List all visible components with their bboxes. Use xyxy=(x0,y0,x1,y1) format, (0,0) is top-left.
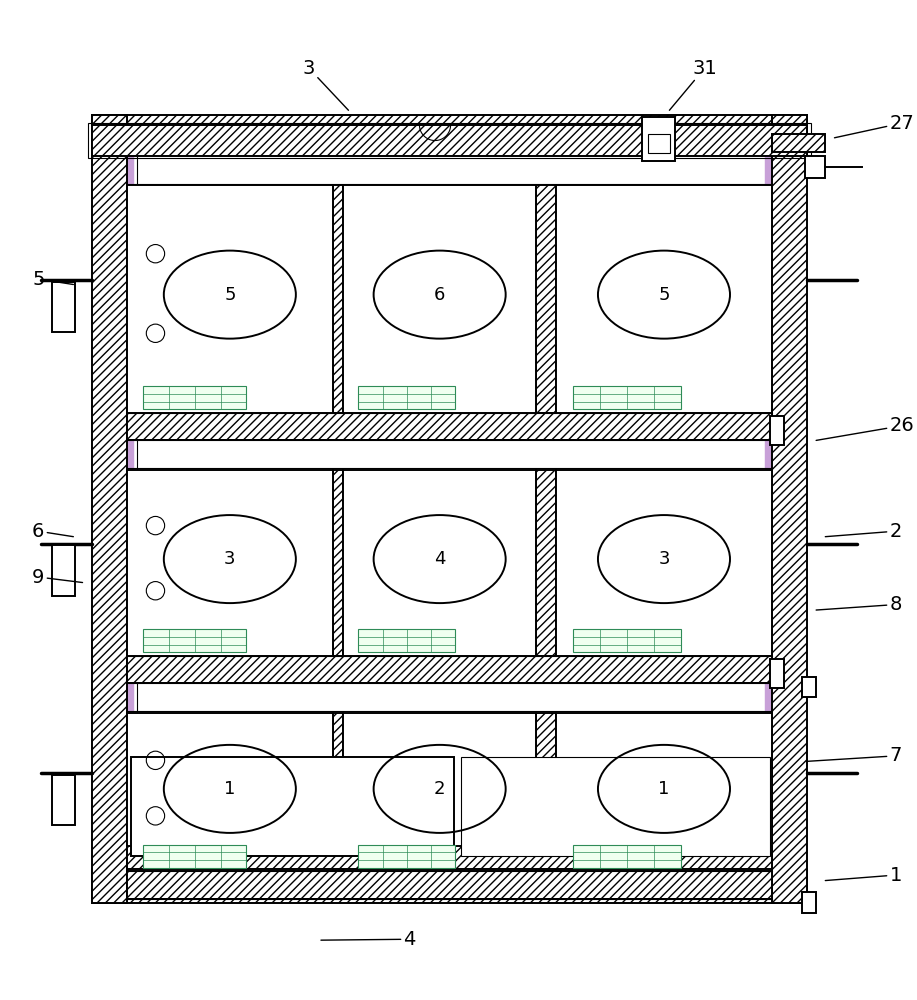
Bar xyxy=(343,470,536,656)
Text: 2: 2 xyxy=(825,522,901,541)
Bar xyxy=(772,115,807,903)
Bar xyxy=(92,125,807,156)
Bar xyxy=(127,413,772,440)
Bar xyxy=(127,185,333,413)
Bar xyxy=(770,659,784,688)
Bar xyxy=(772,134,825,152)
Bar xyxy=(648,134,670,153)
Text: 4: 4 xyxy=(434,550,446,568)
Text: 6: 6 xyxy=(32,522,73,541)
Bar xyxy=(127,713,333,871)
Bar xyxy=(52,775,75,825)
Bar xyxy=(643,117,676,161)
Text: 2: 2 xyxy=(434,780,446,798)
Bar xyxy=(765,150,772,869)
Text: 3: 3 xyxy=(303,59,348,110)
Text: 5: 5 xyxy=(224,286,236,304)
Text: 27: 27 xyxy=(834,114,914,138)
Text: 7: 7 xyxy=(807,746,901,765)
Bar xyxy=(805,156,825,178)
Bar xyxy=(359,386,455,409)
Bar xyxy=(343,185,536,413)
Bar xyxy=(333,713,343,871)
Text: 6: 6 xyxy=(434,286,446,304)
Text: 3: 3 xyxy=(658,550,669,568)
Text: 3: 3 xyxy=(224,550,236,568)
Bar xyxy=(461,757,770,856)
Bar xyxy=(536,713,556,871)
Bar xyxy=(333,470,343,656)
Bar xyxy=(92,869,807,903)
Text: 4: 4 xyxy=(321,930,415,949)
Bar xyxy=(573,845,681,868)
Bar xyxy=(556,185,772,413)
Bar xyxy=(536,185,556,413)
Text: 5: 5 xyxy=(658,286,669,304)
Text: 1: 1 xyxy=(825,866,901,885)
Bar xyxy=(127,150,134,869)
Text: 1: 1 xyxy=(224,780,236,798)
Bar xyxy=(131,757,454,856)
Bar xyxy=(333,185,343,413)
Bar xyxy=(802,677,816,697)
Bar xyxy=(127,656,772,683)
Bar xyxy=(143,845,247,868)
Text: 31: 31 xyxy=(669,59,717,110)
Text: 1: 1 xyxy=(658,780,669,798)
Bar xyxy=(556,713,772,871)
Bar xyxy=(573,629,681,652)
Bar xyxy=(52,282,75,332)
Bar xyxy=(556,470,772,656)
Bar xyxy=(127,846,772,869)
Bar xyxy=(143,629,247,652)
Bar xyxy=(127,470,333,656)
Text: 26: 26 xyxy=(816,416,914,440)
Bar xyxy=(536,470,556,656)
Bar xyxy=(802,892,816,913)
Text: 9: 9 xyxy=(32,568,83,587)
Bar xyxy=(770,416,784,445)
Bar xyxy=(359,845,455,868)
Bar xyxy=(573,386,681,409)
Text: 5: 5 xyxy=(32,270,73,289)
Bar xyxy=(52,545,75,596)
Bar xyxy=(88,123,811,158)
Bar xyxy=(127,871,772,899)
Bar xyxy=(343,713,536,871)
Bar xyxy=(92,115,807,150)
Text: 8: 8 xyxy=(816,595,901,614)
Bar xyxy=(127,150,772,869)
Bar xyxy=(143,386,247,409)
Bar xyxy=(359,629,455,652)
Bar xyxy=(92,115,127,903)
